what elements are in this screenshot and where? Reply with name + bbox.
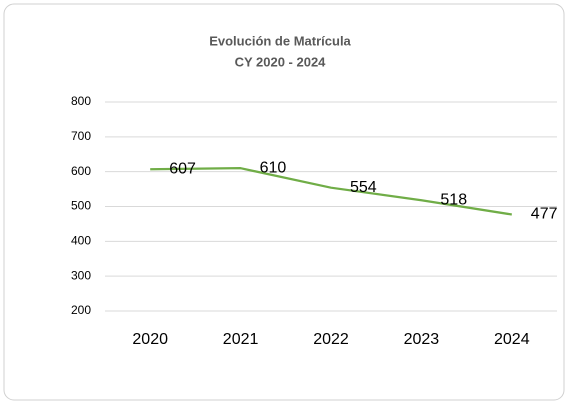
y-tick-label: 600 bbox=[71, 164, 91, 178]
y-tick-label: 800 bbox=[71, 94, 91, 108]
y-tick-label: 300 bbox=[71, 268, 91, 282]
x-tick-label: 2020 bbox=[132, 331, 168, 348]
x-tick-label: 2021 bbox=[223, 331, 259, 348]
y-tick-label: 200 bbox=[71, 303, 91, 317]
y-tick-label: 400 bbox=[71, 234, 91, 248]
chart-title: Evolución de Matrícula bbox=[209, 33, 351, 48]
y-tick-label: 700 bbox=[71, 129, 91, 143]
x-tick-label: 2023 bbox=[404, 331, 440, 348]
x-tick-label: 2024 bbox=[494, 331, 530, 348]
chart-subtitle: CY 2020 - 2024 bbox=[235, 54, 327, 69]
line-series bbox=[150, 167, 512, 216]
data-label: 554 bbox=[350, 179, 377, 196]
data-label: 607 bbox=[169, 160, 196, 177]
y-tick-label: 500 bbox=[71, 199, 91, 213]
data-label: 610 bbox=[260, 159, 287, 176]
data-label: 477 bbox=[531, 206, 558, 223]
chart-frame bbox=[3, 3, 565, 401]
data-label: 518 bbox=[440, 191, 467, 208]
x-tick-label: 2022 bbox=[313, 331, 349, 348]
